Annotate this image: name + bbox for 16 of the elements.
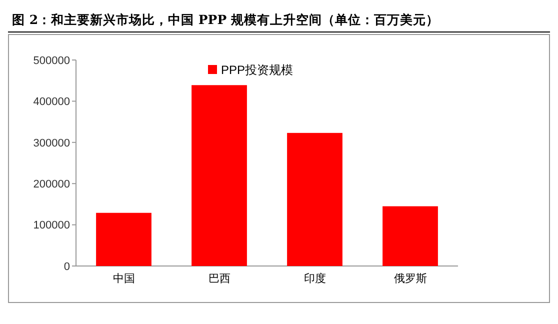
x-tick-label: 巴西	[208, 273, 230, 285]
bar	[96, 212, 152, 266]
legend-label: PPP投资规模	[221, 63, 294, 77]
bar	[192, 85, 247, 266]
y-tick-label: 400000	[33, 96, 70, 108]
chart-title: 图 2：和主要新兴市场比，中国 PPP 规模有上升空间（单位：百万美元）	[12, 12, 439, 27]
x-tick-label: 中国	[112, 272, 135, 285]
y-tick-label: 100000	[33, 220, 70, 232]
x-tick-label: 印度	[304, 272, 326, 285]
x-tick-label: 俄罗斯	[394, 272, 427, 285]
y-tick-label: 300000	[33, 137, 70, 150]
y-tick-label: 500000	[33, 54, 70, 67]
y-tick-label: 200000	[33, 178, 70, 190]
y-tick-label: 0	[64, 260, 70, 273]
bar	[287, 132, 342, 266]
bar	[382, 206, 438, 266]
